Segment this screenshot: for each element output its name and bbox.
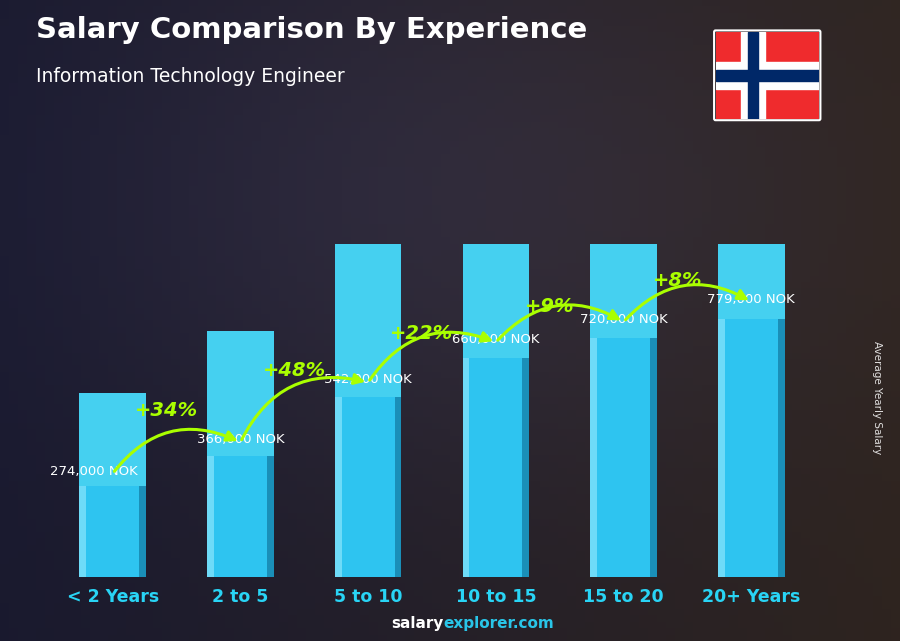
Bar bbox=[718, 54, 785, 319]
Text: 779,000 NOK: 779,000 NOK bbox=[707, 293, 796, 306]
Bar bbox=[716, 62, 819, 89]
Bar bbox=[79, 484, 146, 577]
Bar bbox=[207, 453, 274, 577]
Bar bbox=[463, 353, 469, 577]
Bar bbox=[335, 213, 401, 397]
Bar bbox=[395, 392, 401, 577]
Bar bbox=[140, 484, 146, 577]
Bar bbox=[79, 393, 146, 486]
Bar bbox=[207, 331, 274, 456]
Text: Information Technology Engineer: Information Technology Engineer bbox=[36, 67, 345, 87]
Bar bbox=[718, 312, 785, 577]
Text: Salary Comparison By Experience: Salary Comparison By Experience bbox=[36, 16, 587, 44]
Text: 366,000 NOK: 366,000 NOK bbox=[196, 433, 284, 446]
Bar bbox=[590, 93, 657, 338]
Bar bbox=[335, 392, 401, 577]
Text: Average Yearly Salary: Average Yearly Salary bbox=[872, 341, 883, 454]
Bar bbox=[778, 312, 785, 577]
Bar bbox=[335, 392, 342, 577]
Text: 660,000 NOK: 660,000 NOK bbox=[452, 333, 540, 346]
Text: 720,000 NOK: 720,000 NOK bbox=[580, 313, 668, 326]
Bar bbox=[590, 332, 597, 577]
Text: 274,000 NOK: 274,000 NOK bbox=[50, 465, 138, 478]
Bar bbox=[650, 332, 657, 577]
Bar bbox=[716, 70, 819, 81]
Text: salary: salary bbox=[392, 617, 444, 631]
Bar bbox=[463, 133, 529, 358]
Bar bbox=[267, 453, 274, 577]
Bar bbox=[749, 32, 758, 119]
Text: +22%: +22% bbox=[391, 324, 454, 343]
Text: explorer.com: explorer.com bbox=[444, 617, 554, 631]
Text: +9%: +9% bbox=[525, 297, 574, 317]
Bar bbox=[463, 353, 529, 577]
Text: +34%: +34% bbox=[135, 401, 198, 420]
Bar bbox=[718, 312, 724, 577]
Bar bbox=[207, 453, 214, 577]
Text: 542,000 NOK: 542,000 NOK bbox=[324, 374, 412, 387]
Text: +48%: +48% bbox=[263, 361, 326, 379]
Bar bbox=[742, 32, 765, 119]
Bar bbox=[590, 332, 657, 577]
Text: +8%: +8% bbox=[652, 271, 702, 290]
Bar bbox=[79, 484, 86, 577]
Bar bbox=[522, 353, 529, 577]
